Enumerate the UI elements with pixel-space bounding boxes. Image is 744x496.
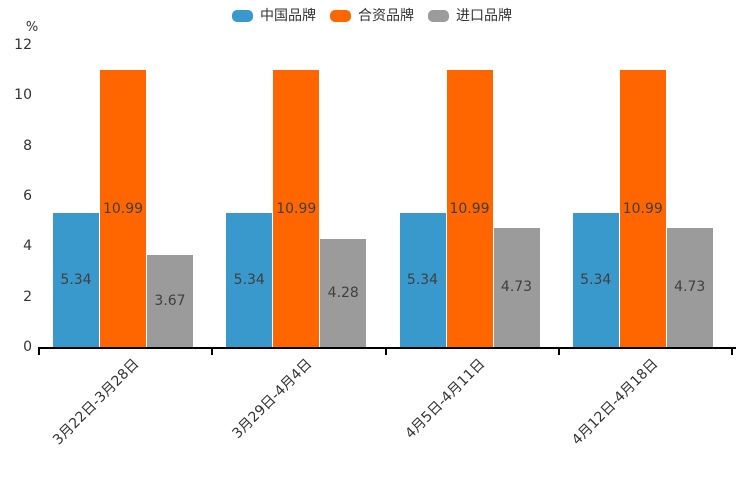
bar-合资品牌-2[interactable]: [446, 70, 493, 347]
x-axis-tick: [384, 349, 387, 355]
bar-value-label: 4.73: [674, 279, 706, 296]
y-axis-tick-label: 2: [23, 288, 32, 305]
bar-中国品牌-1[interactable]: [226, 212, 273, 347]
legend-item-1[interactable]: 合资品牌: [330, 8, 414, 24]
x-axis-line: [38, 347, 736, 349]
legend-item-2[interactable]: 进口品牌: [428, 8, 512, 24]
x-axis-tick: [38, 349, 40, 355]
bar-value-label: 10.99: [449, 200, 490, 217]
bar-value-label: 10.99: [102, 200, 144, 217]
x-axis-category-label: 3月22日-3月28日: [49, 356, 142, 449]
bar-value-label: 5.34: [580, 271, 612, 288]
legend-swatch-icon: [330, 10, 351, 22]
bar-value-label: 10.99: [622, 200, 663, 217]
x-axis-tick: [557, 349, 560, 355]
legend-item-label: 合资品牌: [358, 8, 414, 24]
bar-合资品牌-1[interactable]: [273, 70, 320, 347]
bar-value-label: 5.34: [60, 271, 92, 288]
legend-item-label: 进口品牌: [456, 8, 512, 24]
bar-value-label: 10.99: [276, 200, 317, 217]
legend-swatch-icon: [428, 10, 449, 22]
bar-进口品牌-0[interactable]: [147, 254, 193, 347]
bar-value-label: 4.28: [327, 285, 359, 302]
legend-swatch-icon: [232, 10, 253, 22]
legend-item-label: 中国品牌: [260, 8, 316, 24]
bar-中国品牌-2[interactable]: [399, 212, 446, 347]
y-axis-tick-label: 0: [23, 339, 32, 355]
x-axis-category-label: 3月29日-4月4日: [229, 356, 316, 442]
bar-value-label: 3.67: [154, 292, 186, 309]
bar-value-label: 5.34: [233, 271, 265, 288]
bar-中国品牌-3[interactable]: [572, 212, 619, 347]
chart-legend: 中国品牌 合资品牌 进口品牌: [0, 8, 744, 24]
y-axis-tick-label: 4: [23, 238, 32, 255]
bar-进口品牌-3[interactable]: [666, 227, 713, 347]
y-axis-tick-label: 12: [14, 37, 32, 53]
bar-合资品牌-0[interactable]: [100, 70, 146, 347]
x-axis-category-label: 4月12日-4月18日: [569, 356, 662, 449]
y-axis-tick-label: 8: [23, 137, 32, 154]
bar-进口品牌-2[interactable]: [493, 227, 540, 347]
y-axis-unit-label: %: [25, 20, 39, 35]
bar-value-label: 5.34: [406, 271, 439, 288]
bar-中国品牌-0[interactable]: [53, 212, 99, 347]
bar-进口品牌-1[interactable]: [320, 239, 367, 347]
x-axis-category-label: 4月5日-4月11日: [402, 356, 489, 442]
bar-value-label: 4.73: [500, 279, 533, 296]
x-axis-tick: [211, 349, 214, 355]
y-axis-tick-label: 10: [14, 87, 32, 104]
y-axis-tick-label: 6: [23, 188, 32, 204]
x-axis-tick: [731, 349, 733, 355]
bar-合资品牌-3[interactable]: [619, 70, 666, 347]
legend-item-0[interactable]: 中国品牌: [232, 8, 316, 24]
